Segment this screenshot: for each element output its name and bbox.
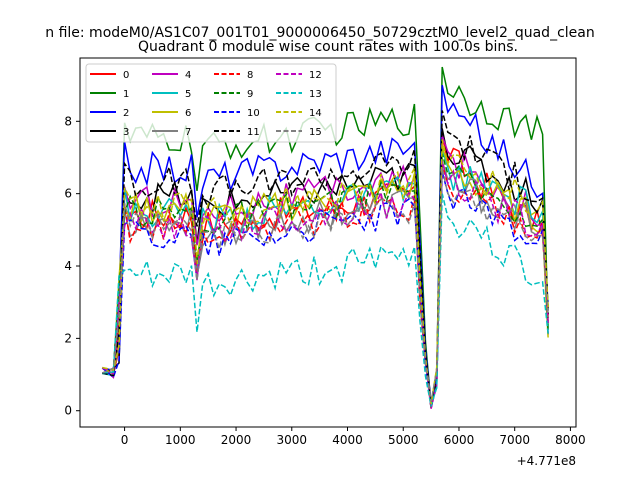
x-tick-label: 4000	[332, 433, 363, 447]
series-line-10	[101, 171, 549, 407]
figure-suptitle: n file: modeM0/AS1C07_001T01_9000006450_…	[45, 25, 594, 41]
series-layer	[101, 66, 549, 409]
legend-label-13: 13	[309, 89, 322, 100]
series-line-15	[102, 168, 549, 402]
series-line-13	[102, 193, 549, 407]
chart-title: Quadrant 0 module wise count rates with …	[138, 39, 518, 55]
x-tick-label: 3000	[277, 433, 308, 447]
legend-label-6: 6	[185, 108, 191, 119]
series-line-8	[102, 164, 549, 404]
x-axis: 0 1000 2000 3000 4000 5000 6000 7000 8000	[121, 427, 586, 447]
plot-area	[79, 57, 577, 428]
legend-label-12: 12	[309, 70, 322, 81]
x-tick-label: 5000	[388, 433, 419, 447]
legend-label-7: 7	[185, 127, 191, 138]
y-tick-label: 2	[64, 331, 72, 345]
series-line-2	[102, 84, 549, 404]
legend-label-5: 5	[185, 89, 191, 100]
y-tick-label: 8	[64, 114, 72, 128]
legend-label-9: 9	[247, 89, 253, 100]
x-offset-label: +4.771e8	[517, 454, 576, 468]
x-tick-label: 7000	[499, 433, 530, 447]
y-tick-label: 4	[64, 259, 72, 273]
legend-label-8: 8	[247, 70, 253, 81]
legend-label-15: 15	[309, 127, 322, 138]
x-tick-label: 6000	[444, 433, 475, 447]
legend-label-2: 2	[123, 108, 129, 119]
y-tick-label: 6	[64, 187, 72, 201]
x-tick-label: 1000	[165, 433, 196, 447]
legend-label-11: 11	[247, 127, 260, 138]
x-tick-label: 0	[121, 433, 129, 447]
legend-label-1: 1	[123, 89, 129, 100]
legend-label-4: 4	[185, 70, 191, 81]
series-line-14	[102, 139, 549, 405]
plot-border	[79, 57, 577, 428]
series-line-11	[102, 110, 549, 404]
legend-label-3: 3	[123, 127, 129, 138]
x-tick-label: 8000	[555, 433, 586, 447]
legend-box	[85, 63, 337, 143]
y-axis: 0 2 4 6 8	[64, 114, 80, 418]
legend-label-10: 10	[247, 108, 260, 119]
y-tick-label: 0	[64, 404, 72, 418]
x-tick-label: 2000	[221, 433, 252, 447]
legend-label-0: 0	[123, 70, 129, 81]
legend-label-14: 14	[309, 108, 322, 119]
